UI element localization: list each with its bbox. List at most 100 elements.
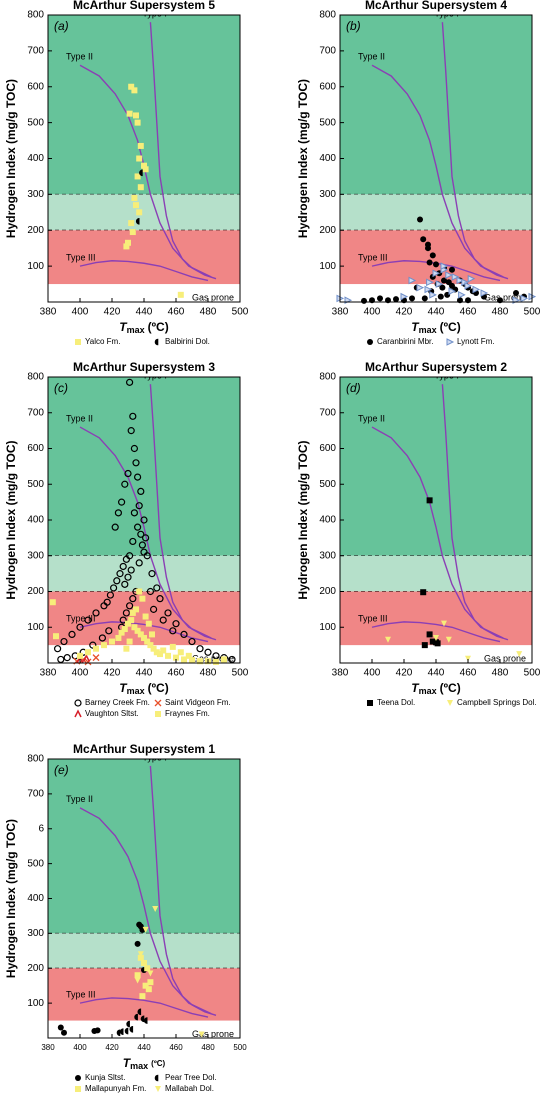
point	[480, 289, 489, 297]
point	[137, 184, 144, 191]
point	[424, 285, 433, 294]
legend-label: Pear Tree Dol.	[165, 1073, 217, 1082]
legend-marker	[446, 338, 455, 346]
point	[125, 239, 131, 246]
curve-label: Type I	[434, 9, 459, 19]
zone	[340, 555, 532, 592]
point	[426, 631, 433, 638]
point	[152, 905, 159, 912]
legend-marker	[154, 699, 162, 707]
point	[141, 162, 147, 169]
y-tick-label: 400	[319, 153, 336, 164]
y-tick-label: 700	[319, 407, 336, 418]
y-tick-label: 500	[27, 479, 44, 490]
point	[141, 634, 147, 641]
point	[124, 469, 132, 478]
point	[138, 541, 146, 549]
kerogen-curve	[79, 426, 212, 639]
point	[145, 986, 152, 993]
point	[197, 658, 203, 665]
point	[189, 657, 195, 664]
x-tick-label: 480	[492, 668, 509, 679]
point	[89, 641, 97, 649]
legend-marker	[154, 338, 159, 346]
x-tick-label: 500	[232, 307, 249, 318]
point	[130, 444, 138, 453]
x-label-unit: (ºC)	[440, 681, 461, 695]
point	[116, 1029, 121, 1037]
x-tick-label: 400	[72, 668, 89, 679]
point	[140, 516, 148, 524]
plot-area: Oil proneGas and oil proneGas proneType …	[48, 752, 240, 1038]
point	[150, 645, 157, 652]
zone-label: Gas prone	[192, 654, 234, 664]
point	[131, 624, 138, 631]
point	[142, 613, 149, 620]
x-tick-label: 420	[396, 668, 413, 679]
point	[93, 645, 99, 652]
point	[122, 555, 131, 563]
point	[441, 620, 447, 627]
point	[440, 262, 449, 270]
point	[57, 655, 65, 664]
x-tick-label: 460	[169, 1043, 183, 1052]
point	[124, 573, 132, 581]
kerogen-curve	[79, 807, 212, 1015]
y-axis-label: Hydrogen Index (mg/g TOC)	[4, 819, 18, 978]
legend-marker	[75, 1075, 81, 1081]
point	[119, 616, 127, 624]
point	[129, 595, 137, 603]
legend-label: Teena Dol.	[377, 698, 415, 707]
plot-area: Oil proneGas and oil proneGas proneType …	[340, 377, 532, 663]
legend-marker	[367, 339, 373, 345]
chart-title: McArthur Supersystem 3	[73, 360, 215, 374]
y-tick-label: 100	[27, 998, 44, 1009]
x-label-main: T	[411, 320, 420, 334]
point	[137, 487, 145, 495]
point	[165, 652, 171, 659]
legend-label: Kunja Sltst.	[85, 1073, 125, 1082]
point	[118, 629, 125, 636]
point	[137, 954, 144, 961]
point	[441, 277, 447, 284]
x-tick-label: 380	[41, 1043, 55, 1052]
x-axis-label: Tmax (ºC)	[411, 320, 460, 335]
point	[146, 587, 154, 596]
point	[129, 537, 137, 546]
curve-label: Type I	[142, 752, 167, 762]
point	[134, 473, 142, 481]
point	[144, 965, 151, 972]
y-tick-label: 500	[27, 117, 44, 128]
point	[134, 940, 141, 947]
point	[159, 616, 167, 624]
point	[109, 638, 115, 645]
point	[139, 993, 146, 1000]
point	[85, 649, 91, 656]
y-tick-label: 800	[27, 754, 44, 765]
point	[221, 656, 227, 663]
point	[119, 562, 127, 571]
point	[129, 229, 136, 236]
point	[421, 642, 428, 649]
point	[426, 259, 433, 266]
x-label-sub: max	[130, 1061, 148, 1071]
y-tick-label: 700	[319, 46, 336, 57]
point	[115, 634, 122, 641]
point	[449, 266, 455, 273]
point	[432, 269, 441, 278]
point	[420, 589, 427, 596]
legend-label: Yalco Fm.	[85, 337, 120, 346]
legend-label: Saint Vidgeon Fm.	[165, 698, 231, 707]
point	[128, 220, 135, 227]
x-tick-label: 380	[332, 307, 349, 318]
point	[92, 654, 100, 662]
y-tick-label: 200	[319, 225, 336, 236]
point	[173, 654, 179, 661]
point	[134, 1013, 138, 1021]
point	[513, 290, 519, 297]
point	[134, 173, 141, 180]
point	[98, 634, 107, 642]
point	[467, 274, 476, 283]
x-label-sub: max	[419, 325, 437, 335]
point	[84, 658, 92, 666]
